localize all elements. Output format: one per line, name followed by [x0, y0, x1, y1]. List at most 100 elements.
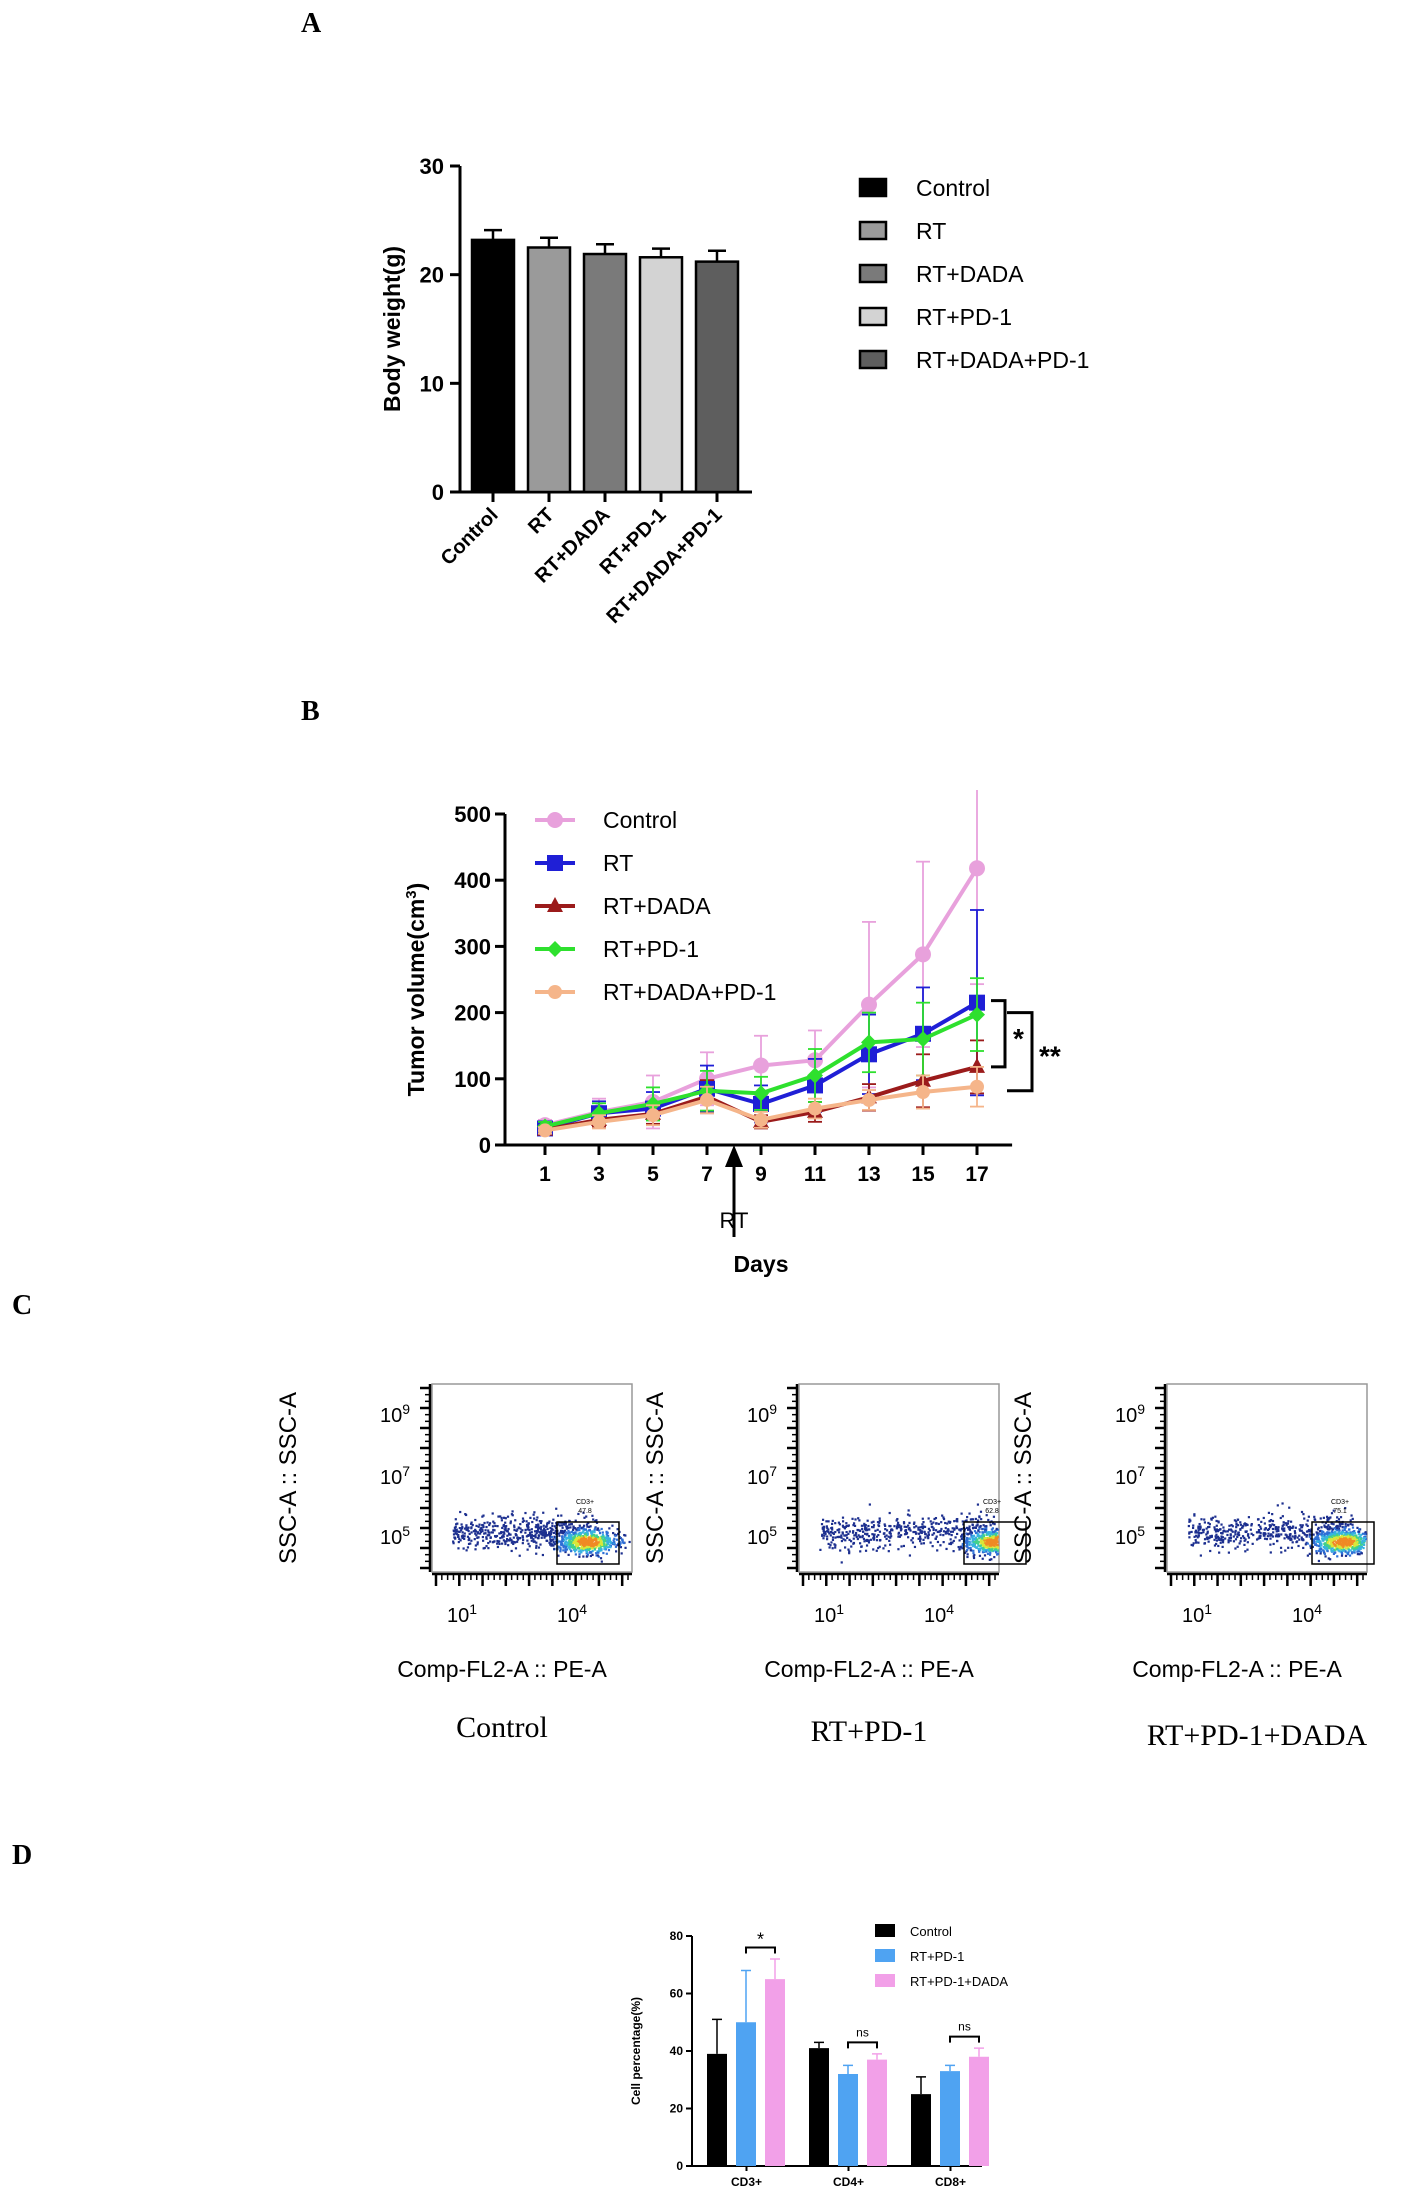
y-axis-label: Tumor volume(cm3) — [403, 883, 430, 1097]
flow-event — [1234, 1531, 1237, 1534]
flow-event — [563, 1521, 566, 1524]
legend-swatch — [875, 1924, 895, 1937]
flow-event — [1318, 1548, 1321, 1551]
flow-event — [1220, 1523, 1223, 1526]
flow-event — [608, 1537, 611, 1540]
flow-event — [553, 1547, 556, 1551]
flow-event — [985, 1514, 988, 1517]
flow-event — [1234, 1529, 1237, 1533]
flow-event — [823, 1534, 826, 1537]
flow-event — [1302, 1546, 1305, 1550]
flow-event — [1282, 1521, 1285, 1524]
flow-event — [1269, 1551, 1272, 1554]
flow-event — [595, 1539, 598, 1542]
flow-event — [1284, 1533, 1287, 1536]
tick-exp: 7 — [1137, 1463, 1145, 1479]
flow-event — [995, 1542, 998, 1545]
tick-exp: 7 — [769, 1463, 777, 1479]
sig-bracket-2 — [1007, 1011, 1034, 1093]
flow-event — [952, 1550, 955, 1553]
flow-event — [1309, 1546, 1313, 1549]
flow-event — [1287, 1546, 1290, 1549]
flow-event — [1277, 1534, 1281, 1538]
flow-event — [537, 1537, 540, 1540]
flow-event — [509, 1520, 512, 1523]
flow-event — [1336, 1555, 1339, 1558]
flow-event — [888, 1524, 891, 1528]
flow-event — [561, 1521, 564, 1524]
tick-base: 10 — [1115, 1527, 1137, 1549]
flow-event — [940, 1527, 943, 1531]
flow-event — [924, 1533, 927, 1536]
flow-event — [573, 1550, 577, 1553]
y-axis-label-close: ) — [403, 883, 429, 891]
y-tick-label: 100 — [454, 1067, 491, 1092]
flow-event — [1187, 1524, 1190, 1528]
flow-event — [581, 1539, 584, 1542]
flow-event — [541, 1553, 545, 1557]
flow-event — [1198, 1528, 1202, 1531]
flow-event — [1205, 1527, 1208, 1530]
flow-event — [588, 1541, 591, 1544]
flow-event — [550, 1531, 553, 1534]
flow-event — [960, 1512, 963, 1515]
bar-rt-dada-pd-1 — [694, 260, 740, 494]
flow-y-tick-label: 107 — [380, 1463, 410, 1489]
flow-event — [1349, 1549, 1352, 1552]
flow-event — [845, 1530, 848, 1534]
legend-label: RT+DADA — [603, 893, 711, 919]
flow-event — [1330, 1522, 1333, 1525]
flow-y-tick-label: 107 — [747, 1463, 777, 1489]
flow-event — [559, 1548, 562, 1551]
flow-event — [966, 1545, 969, 1549]
flow-event — [524, 1531, 527, 1534]
flow-event — [533, 1517, 536, 1520]
flow-event — [580, 1551, 583, 1554]
flow-event — [977, 1547, 980, 1550]
tick-base: 10 — [747, 1405, 769, 1427]
flow-event — [591, 1536, 595, 1539]
flow-event — [858, 1519, 861, 1522]
flow-event — [593, 1547, 596, 1550]
flow-event — [963, 1528, 966, 1531]
flow-event — [1320, 1547, 1323, 1551]
flow-event — [1344, 1525, 1347, 1528]
flow-event — [596, 1554, 599, 1557]
flow-event — [535, 1541, 538, 1544]
flow-event — [601, 1533, 605, 1537]
flow-event — [560, 1524, 564, 1527]
flow-event — [922, 1525, 925, 1528]
flow-event — [572, 1541, 575, 1544]
flow-event — [1241, 1525, 1245, 1528]
flow-y-tick-label: 105 — [747, 1523, 777, 1549]
flow-event — [537, 1528, 540, 1531]
flow-event — [980, 1543, 984, 1546]
flow-event — [959, 1545, 962, 1548]
flow-event — [1243, 1539, 1246, 1542]
flow-event — [604, 1546, 607, 1549]
flow-event — [487, 1547, 490, 1550]
flow-event — [1328, 1526, 1331, 1529]
flow-event — [1351, 1540, 1354, 1543]
flow-event — [575, 1543, 578, 1546]
flow-event — [848, 1530, 851, 1533]
flow-event — [1327, 1541, 1330, 1544]
flow-event — [482, 1539, 485, 1542]
flow-event — [530, 1528, 533, 1531]
flow-event — [560, 1543, 563, 1546]
flow-event — [468, 1532, 471, 1536]
flow-event — [516, 1538, 520, 1541]
flow-event — [869, 1538, 873, 1541]
flow-event — [504, 1521, 507, 1524]
flow-event — [982, 1531, 985, 1534]
y-axis-label: Cell percentage(%) — [629, 1997, 643, 2105]
flow-event — [1245, 1523, 1248, 1526]
flow-event — [587, 1546, 591, 1549]
flow-event — [580, 1547, 583, 1550]
flow-event — [921, 1525, 924, 1529]
flow-event — [548, 1531, 551, 1534]
flow-event — [588, 1539, 591, 1542]
flow-event — [1344, 1547, 1348, 1550]
y-tick-label: 0 — [676, 2159, 683, 2173]
flow-event — [1340, 1531, 1344, 1534]
